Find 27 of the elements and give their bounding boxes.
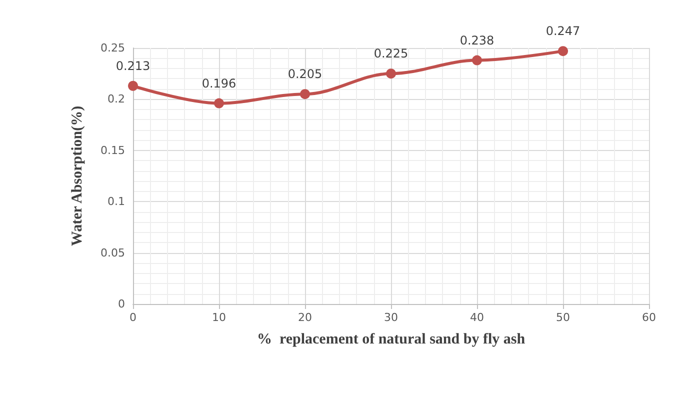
data-label: 0.196: [202, 76, 236, 90]
point: [472, 55, 482, 66]
data-label: 0.238: [460, 33, 494, 48]
x-tick-label: 40: [470, 311, 484, 324]
y-tick-label: 0.1: [108, 195, 125, 208]
data-label: 0.205: [288, 67, 322, 82]
x-axis-title: % replacement of natural sand by fly ash: [256, 332, 526, 348]
y-tick-label: 0.15: [100, 144, 125, 157]
y-axis-title: Water Absorption(%): [70, 106, 86, 246]
x-tick-label: 50: [556, 311, 570, 324]
point: [300, 89, 310, 100]
point: [128, 80, 138, 91]
y-tick-label: 0: [118, 298, 125, 310]
data-label: 0.247: [546, 24, 580, 38]
x-tick-label: 0: [130, 311, 136, 324]
x-tick-label: 20: [298, 311, 312, 324]
y-tick-label: 0.05: [100, 246, 125, 260]
data-label: 0.225: [374, 46, 408, 61]
point: [214, 98, 224, 108]
x-tick-label: 30: [384, 311, 398, 324]
data-label: 0.213: [116, 58, 150, 73]
x-tick-label: 60: [642, 311, 656, 324]
y-tick-label: 0.25: [100, 42, 125, 54]
x-tick-label: 10: [212, 311, 226, 324]
point: [558, 46, 568, 56]
y-tick-label: 0.2: [108, 92, 125, 106]
point: [386, 68, 396, 79]
